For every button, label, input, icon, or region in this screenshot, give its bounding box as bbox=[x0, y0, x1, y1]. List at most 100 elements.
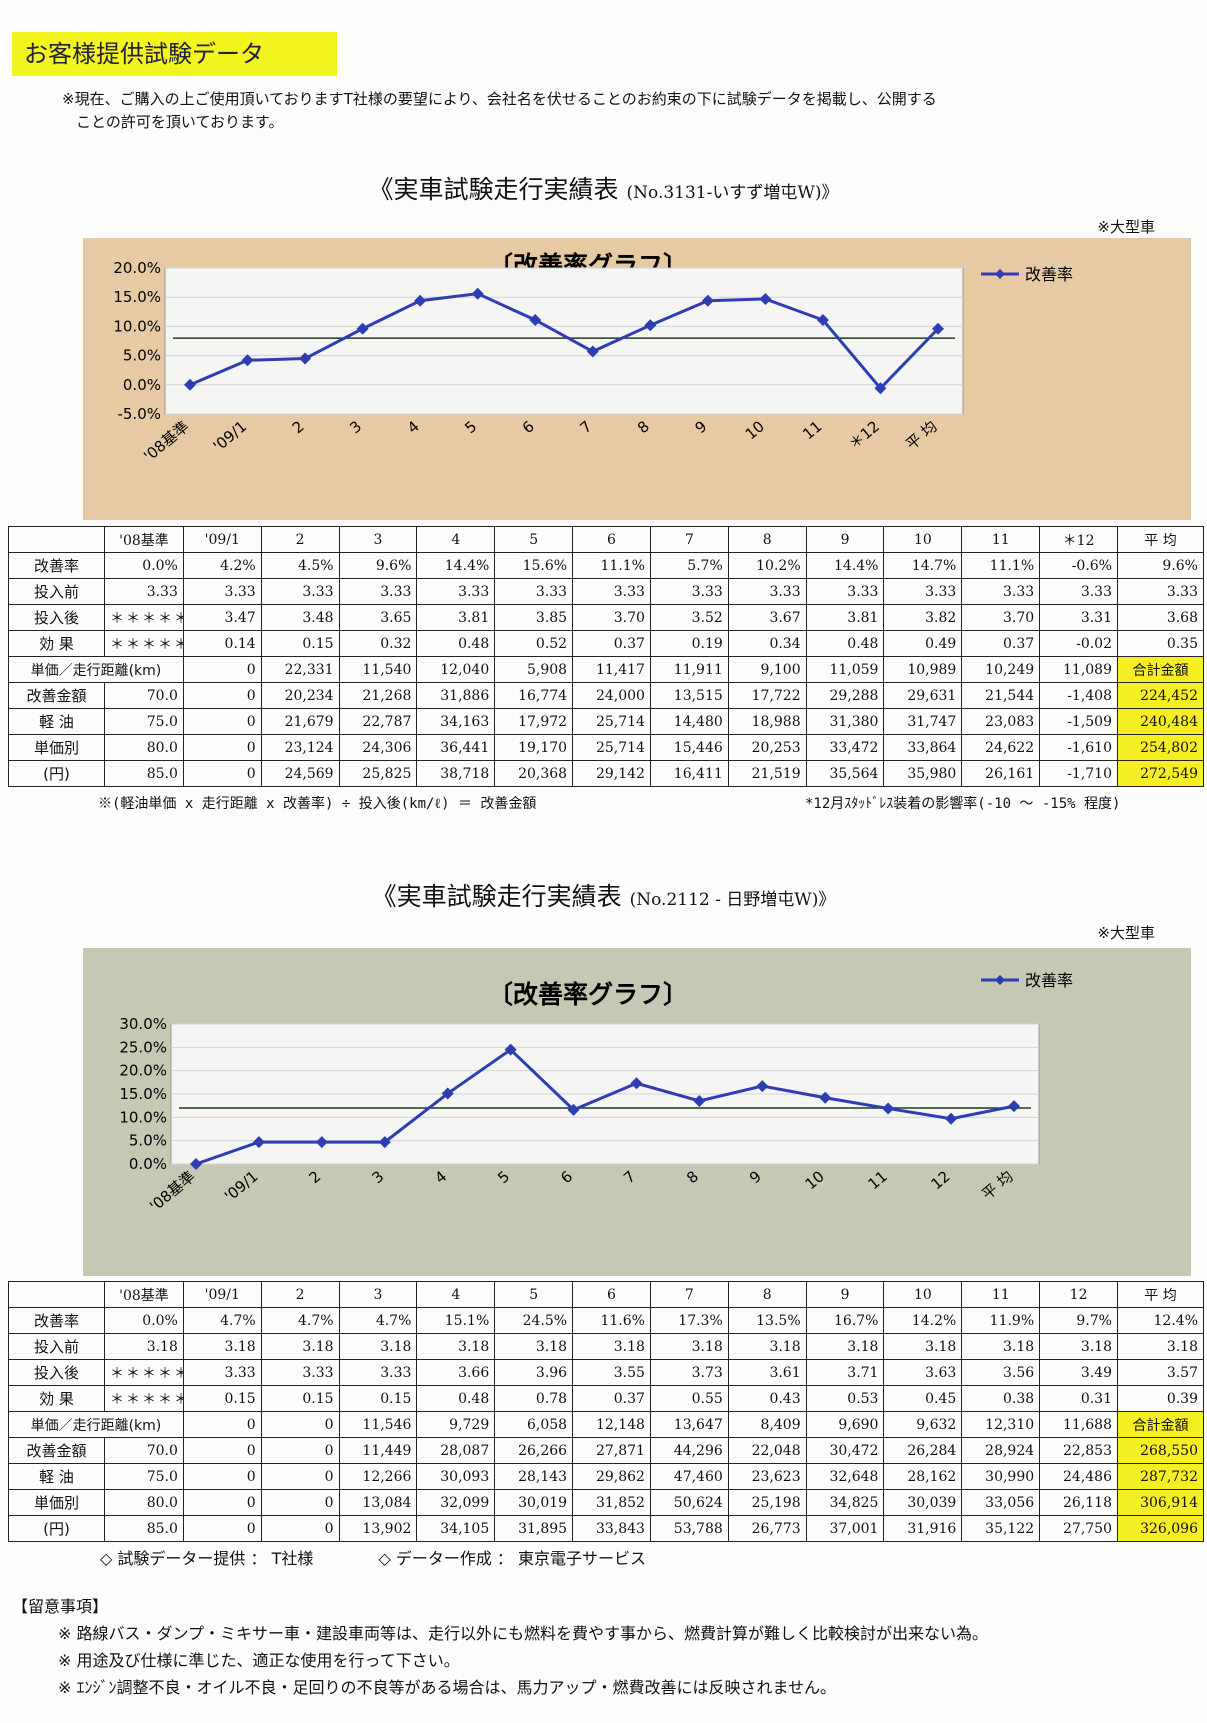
table-cell: 0.0% bbox=[104, 552, 184, 579]
table-cell: 0.32 bbox=[338, 630, 418, 657]
table-cell: 4.7% bbox=[338, 1307, 418, 1334]
table-cell: 0.45 bbox=[883, 1385, 963, 1412]
table-cell: 22,331 bbox=[260, 656, 340, 683]
column-header: '09/1 bbox=[182, 526, 262, 553]
table-cell: 268,550 bbox=[1117, 1437, 1204, 1464]
table-cell: 0 bbox=[260, 1515, 340, 1542]
table-cell: 3.33 bbox=[805, 578, 885, 605]
table-cell: 3.33 bbox=[338, 1359, 418, 1386]
data-point bbox=[252, 1136, 265, 1149]
table-row: 効 果＊＊＊＊＊ 0.15 0.15 0.15 0.48 0.78 0.37 0.55 0.43… bbox=[7, 1385, 1204, 1412]
table-cell: 3.18 bbox=[961, 1333, 1041, 1360]
table-cell: 0.37 bbox=[572, 1385, 651, 1412]
table-cell: 34,105 bbox=[416, 1515, 496, 1542]
table-row: 単価／走行距離(km) 0 22,331 11,540 12,040 5,908 11,41… bbox=[8, 656, 1204, 683]
row-label: 単価／走行距離(km) bbox=[8, 656, 184, 683]
x-tick-label: 2 bbox=[306, 1167, 325, 1187]
x-tick-label: 8 bbox=[634, 417, 653, 437]
table-cell: 0 bbox=[182, 1437, 262, 1464]
table-cell: 11,089 bbox=[1039, 656, 1118, 683]
table-cell: 287,732 bbox=[1117, 1463, 1204, 1490]
row-label: 軽 油 bbox=[7, 708, 106, 735]
table-cell: 3.70 bbox=[572, 604, 651, 631]
table-cell: 25,198 bbox=[727, 1489, 807, 1516]
table-cell: 0.37 bbox=[572, 630, 651, 657]
table-cell: 3.33 bbox=[104, 578, 184, 605]
table-cell: 3.33 bbox=[416, 578, 496, 605]
table-cell: 10,249 bbox=[961, 656, 1041, 683]
table-cell: 240,484 bbox=[1117, 708, 1204, 735]
table-cell: 3.33 bbox=[182, 578, 262, 605]
column-header: 平 均 bbox=[1117, 526, 1204, 553]
table-cell: 0 bbox=[260, 1437, 340, 1464]
table-cell: 3.55 bbox=[572, 1359, 651, 1386]
data-point bbox=[471, 287, 484, 300]
table-cell: 33,056 bbox=[961, 1489, 1041, 1516]
table-cell: 33,472 bbox=[805, 734, 885, 761]
table-cell: 27,871 bbox=[572, 1437, 651, 1464]
data-point bbox=[630, 1077, 643, 1090]
table-cell: 4.7% bbox=[182, 1307, 262, 1334]
table-cell: 14.4% bbox=[416, 552, 496, 579]
table-cell: 0.14 bbox=[182, 630, 262, 657]
table-cell: 9,690 bbox=[805, 1411, 885, 1438]
table-cell: 3.33 bbox=[727, 578, 807, 605]
remarks: 【留意事項】 ※ 路線バス・ダンプ・ミキサー車・建設車両等は、走行以外にも燃料を… bbox=[12, 1593, 1202, 1701]
table-cell: 3.18 bbox=[260, 1333, 340, 1360]
table-cell: 85.0 bbox=[104, 1515, 184, 1542]
x-tick-label: ＊12 bbox=[845, 417, 883, 453]
table-cell: 0.0% bbox=[104, 1307, 184, 1334]
series-line bbox=[195, 1047, 1015, 1166]
table-cell: 3.81 bbox=[416, 604, 496, 631]
column-header: 11 bbox=[961, 1281, 1041, 1308]
table-cell: 0.15 bbox=[260, 1385, 340, 1412]
section1-title-sub: (No.3131-いすず増屯W)》 bbox=[626, 183, 839, 203]
data-point bbox=[190, 1158, 202, 1170]
table-cell: 8,409 bbox=[727, 1411, 807, 1438]
results-table-2: '08基準 '09/1 2 3 4 5 6 7 8 9 10 11 12 平 均改善率 0.0% 4.7% 4.… bbox=[7, 1281, 1204, 1542]
table-cell: -1,610 bbox=[1039, 734, 1118, 761]
table-cell: 26,284 bbox=[883, 1437, 963, 1464]
legend-marker bbox=[995, 269, 1005, 279]
x-tick-label: 6 bbox=[557, 1167, 576, 1187]
table-cell: 14.7% bbox=[883, 552, 963, 579]
table-cell: ＊＊＊＊＊ bbox=[104, 604, 184, 631]
table-cell: 21,679 bbox=[260, 708, 340, 735]
table-cell: 24,000 bbox=[572, 682, 651, 709]
table-cell: 5,908 bbox=[494, 656, 574, 683]
table-cell: 75.0 bbox=[104, 1463, 184, 1490]
table-cell: 30,990 bbox=[961, 1463, 1041, 1490]
column-header: 12 bbox=[1039, 1281, 1118, 1308]
table-cell: 3.33 bbox=[494, 578, 574, 605]
table-cell: 13,515 bbox=[649, 682, 729, 709]
data-point bbox=[356, 322, 369, 335]
table-row: 単価別 80.0 0 0 13,084 32,099 30,019 31,852 50,624 2… bbox=[7, 1489, 1204, 1516]
y-tick-label: 10.0% bbox=[119, 1108, 167, 1126]
data-point bbox=[184, 378, 196, 391]
table-cell: 50,624 bbox=[649, 1489, 729, 1516]
formula-note: ※(軽油単価 x 走行距離 x 改善率) ÷ 投入後(km/ℓ) ＝ 改善金額 bbox=[98, 796, 537, 812]
table-cell: 16.7% bbox=[805, 1307, 885, 1334]
table-cell: 合計金額 bbox=[1117, 1411, 1204, 1438]
table-cell: 35,564 bbox=[805, 760, 885, 787]
table-cell: 3.82 bbox=[883, 604, 963, 631]
table-cell: 15,446 bbox=[649, 734, 729, 761]
table-cell: 3.18 bbox=[1039, 1333, 1118, 1360]
table-cell: -0.02 bbox=[1039, 630, 1118, 657]
column-header: 5 bbox=[494, 1281, 574, 1308]
x-tick-label: 10 bbox=[802, 1167, 828, 1193]
table-cell: 3.33 bbox=[182, 1359, 262, 1386]
row-label: 単価別 bbox=[7, 1489, 106, 1516]
table-cell: ＊＊＊＊＊ bbox=[104, 630, 184, 657]
row-label: 効 果 bbox=[7, 1385, 106, 1412]
table-header-row: '08基準 '09/1 2 3 4 5 6 7 8 9 10 11 12 平 均 bbox=[7, 1281, 1204, 1308]
table-row: 改善率 0.0% 4.2% 4.5% 9.6% 14.4% 15.6% 11.1% 5.7% 10… bbox=[7, 552, 1204, 579]
table-cell: 0 bbox=[182, 682, 262, 709]
table-cell: 0.49 bbox=[883, 630, 963, 657]
section2-car-type: ※大型車 bbox=[1097, 924, 1155, 942]
table-cell: 3.73 bbox=[649, 1359, 729, 1386]
table-cell: 17.3% bbox=[649, 1307, 729, 1334]
table-cell: 0.38 bbox=[961, 1385, 1041, 1412]
row-label: 改善率 bbox=[7, 552, 106, 579]
table-cell: 3.52 bbox=[649, 604, 729, 631]
